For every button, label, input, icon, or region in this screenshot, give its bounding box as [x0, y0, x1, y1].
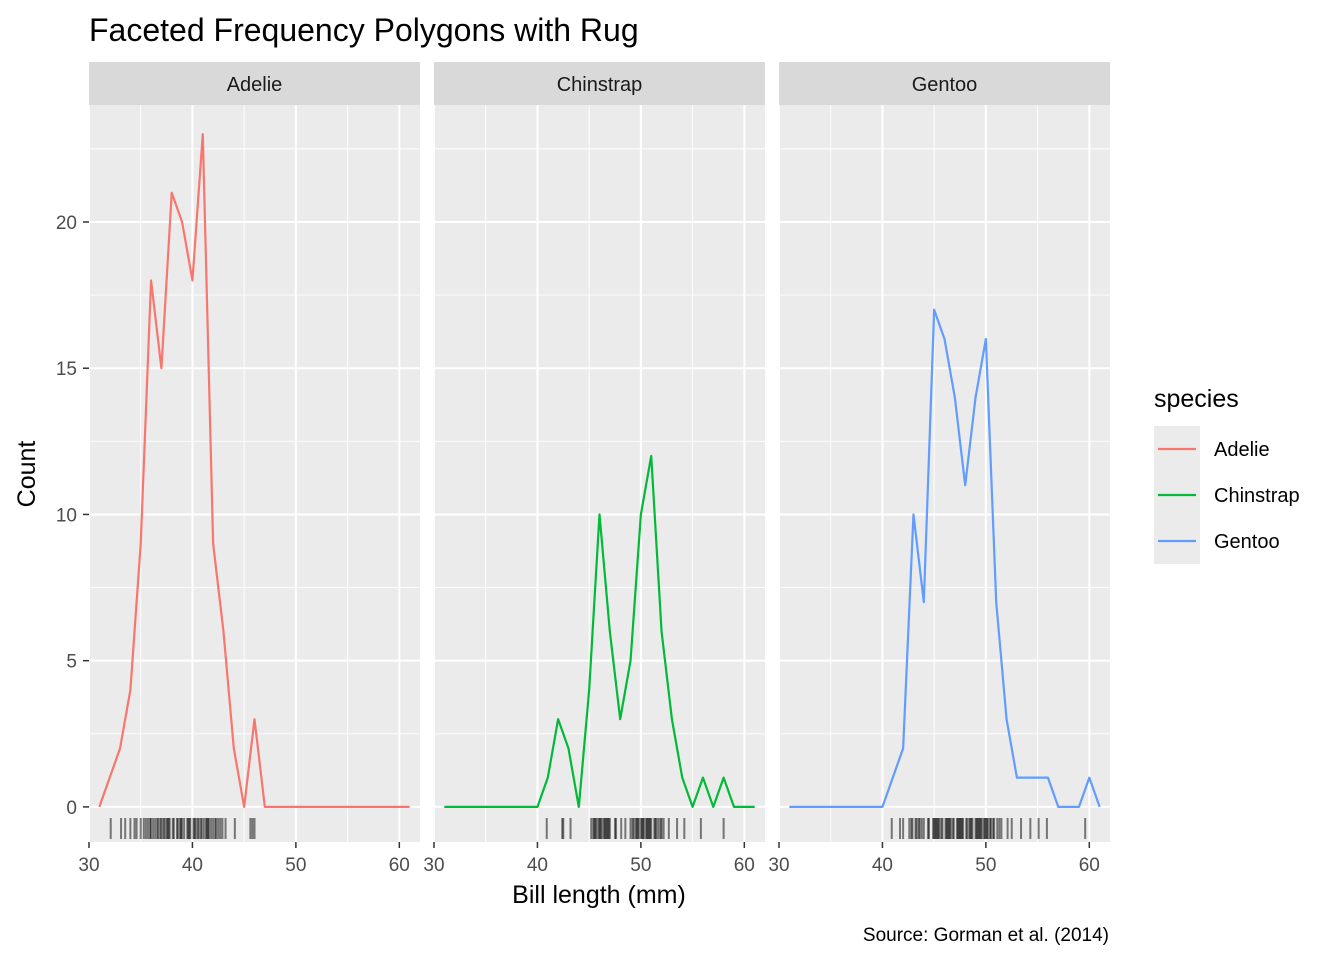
y-tick-label: 15: [56, 359, 77, 380]
facet-chinstrap: Chinstrap 30 40 50 60: [423, 62, 765, 876]
x-tick-label: 50: [285, 855, 306, 876]
facet-strip-label: Adelie: [227, 74, 283, 96]
y-tick-label: 20: [56, 213, 77, 234]
x-tick-label: 40: [527, 855, 548, 876]
panel-background: [89, 105, 420, 842]
facet-strip: [89, 62, 420, 105]
y-axis: 0 5 10 15 20: [56, 213, 89, 819]
x-tick-label: 40: [872, 855, 893, 876]
facet-strip-label: Gentoo: [912, 74, 978, 96]
x-tick-label: 50: [975, 855, 996, 876]
legend-label: Chinstrap: [1214, 485, 1300, 507]
series-line-adelie: [98, 133, 410, 809]
rug-gentoo: [890, 818, 1087, 839]
x-tick-label: 30: [78, 855, 99, 876]
panel-background: [779, 105, 1110, 842]
chart-title: Faceted Frequency Polygons with Rug: [89, 12, 639, 48]
x-tick-label: 60: [389, 855, 410, 876]
facet-gentoo: Gentoo 30 40 50 60: [768, 62, 1110, 876]
y-tick-label: 0: [66, 798, 77, 819]
facet-adelie: Adelie 30 40 50 60: [78, 62, 420, 876]
y-axis-title: Count: [13, 441, 41, 508]
x-axis-title: Bill length (mm): [512, 881, 686, 909]
x-tick-label: 60: [734, 855, 755, 876]
x-tick-label: 50: [630, 855, 651, 876]
caption: Source: Gorman et al. (2014): [863, 925, 1109, 946]
series-line-gentoo: [789, 308, 1101, 809]
rug-chinstrap: [545, 818, 725, 839]
panel-background: [434, 105, 765, 842]
legend-entry-adelie: Adelie: [1154, 426, 1270, 472]
legend-entry-gentoo: Gentoo: [1154, 518, 1280, 564]
facet-strip: [779, 62, 1110, 105]
legend-entry-chinstrap: Chinstrap: [1154, 472, 1300, 518]
facet-strip: [434, 62, 765, 105]
x-tick-label: 30: [423, 855, 444, 876]
facet-strip-label: Chinstrap: [557, 74, 643, 96]
y-tick-label: 10: [56, 505, 77, 526]
legend-label: Gentoo: [1214, 531, 1280, 553]
x-tick-label: 60: [1079, 855, 1100, 876]
legend-title: species: [1154, 385, 1239, 413]
legend: species Adelie Chinstrap Gentoo: [1154, 385, 1300, 564]
legend-label: Adelie: [1214, 439, 1270, 461]
x-tick-label: 40: [182, 855, 203, 876]
rug-adelie: [109, 818, 256, 839]
y-tick-label: 5: [66, 652, 77, 673]
series-line-chinstrap: [444, 454, 755, 809]
x-tick-label: 30: [768, 855, 789, 876]
